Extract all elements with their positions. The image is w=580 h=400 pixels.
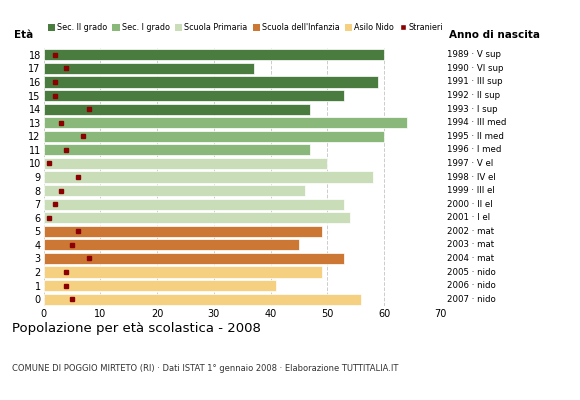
Bar <box>44 253 345 264</box>
Bar <box>44 266 321 278</box>
Bar <box>44 90 345 101</box>
Text: 1995 · II med: 1995 · II med <box>447 132 503 141</box>
Text: 1989 · V sup: 1989 · V sup <box>447 50 501 59</box>
Text: 2001 · I el: 2001 · I el <box>447 213 490 222</box>
Text: 1993 · I sup: 1993 · I sup <box>447 105 497 114</box>
Bar <box>44 226 321 237</box>
Bar <box>44 104 310 115</box>
Text: COMUNE DI POGGIO MIRTETO (RI) · Dati ISTAT 1° gennaio 2008 · Elaborazione TUTTIT: COMUNE DI POGGIO MIRTETO (RI) · Dati IST… <box>12 364 398 373</box>
Text: 2005 · nido: 2005 · nido <box>447 268 495 276</box>
Bar <box>44 144 310 156</box>
Text: 1991 · III sup: 1991 · III sup <box>447 78 502 86</box>
Bar <box>44 49 384 60</box>
Text: 2002 · mat: 2002 · mat <box>447 227 494 236</box>
Bar <box>44 185 304 196</box>
Legend: Sec. II grado, Sec. I grado, Scuola Primaria, Scuola dell'Infanzia, Asilo Nido, : Sec. II grado, Sec. I grado, Scuola Prim… <box>48 23 443 32</box>
Bar <box>44 294 361 305</box>
Bar <box>44 131 384 142</box>
Bar <box>44 63 253 74</box>
Bar <box>44 212 350 223</box>
Bar <box>44 117 407 128</box>
Text: 2006 · nido: 2006 · nido <box>447 281 495 290</box>
Text: 1999 · III el: 1999 · III el <box>447 186 494 195</box>
Text: 2000 · II el: 2000 · II el <box>447 200 492 209</box>
Bar <box>44 280 276 291</box>
Text: 2003 · mat: 2003 · mat <box>447 240 494 249</box>
Bar <box>44 239 299 250</box>
Text: 2007 · nido: 2007 · nido <box>447 295 495 304</box>
Bar <box>44 172 373 182</box>
Text: 1992 · II sup: 1992 · II sup <box>447 91 500 100</box>
Text: 2004 · mat: 2004 · mat <box>447 254 494 263</box>
Text: 1996 · I med: 1996 · I med <box>447 145 501 154</box>
Bar <box>44 158 327 169</box>
Text: 1997 · V el: 1997 · V el <box>447 159 493 168</box>
Text: Età: Età <box>14 30 33 40</box>
Text: 1994 · III med: 1994 · III med <box>447 118 506 127</box>
Bar <box>44 198 345 210</box>
Text: 1998 · IV el: 1998 · IV el <box>447 172 495 182</box>
Text: Popolazione per età scolastica - 2008: Popolazione per età scolastica - 2008 <box>12 322 260 335</box>
Text: 1990 · VI sup: 1990 · VI sup <box>447 64 503 73</box>
Bar <box>44 76 378 88</box>
Text: Anno di nascita: Anno di nascita <box>449 30 540 40</box>
